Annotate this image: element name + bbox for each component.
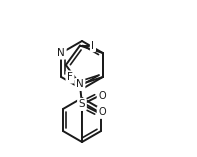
Text: N: N (57, 48, 65, 58)
Text: F: F (67, 72, 73, 82)
Text: N: N (76, 79, 84, 89)
Text: O: O (98, 107, 106, 117)
Text: O: O (98, 91, 106, 101)
Text: I: I (91, 41, 94, 51)
Text: S: S (79, 99, 85, 109)
